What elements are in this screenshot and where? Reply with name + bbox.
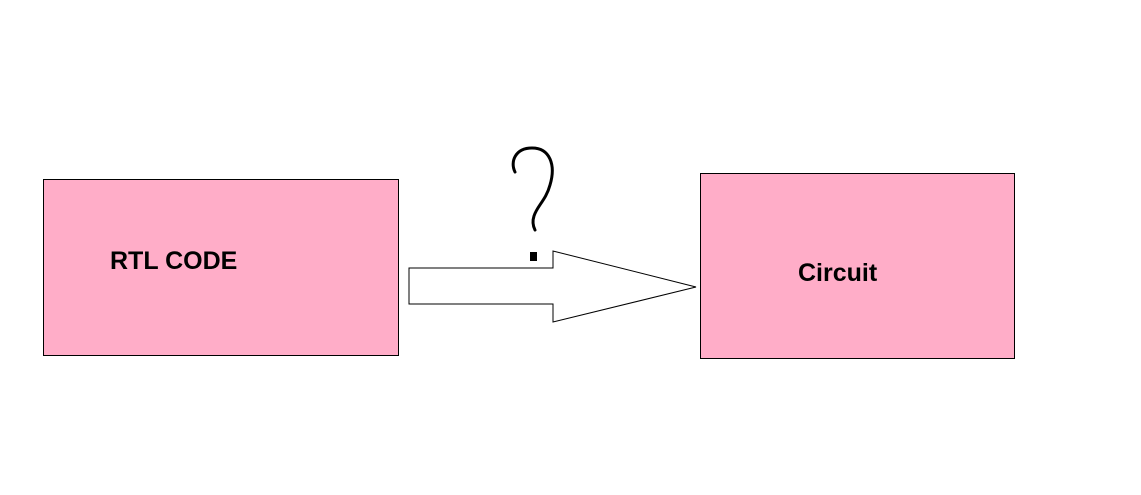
question-mark-hook	[511, 146, 554, 232]
transform-arrow	[408, 250, 697, 323]
circuit-box: Circuit	[700, 173, 1015, 359]
question-mark-text: ?	[0, 0, 1, 1]
question-mark-dot	[530, 252, 537, 261]
question-mark-annotation: ?	[0, 0, 554, 261]
rtl-code-label: RTL CODE	[110, 247, 238, 275]
circuit-label: Circuit	[798, 259, 878, 287]
rtl-code-box: RTL CODE	[43, 179, 399, 356]
